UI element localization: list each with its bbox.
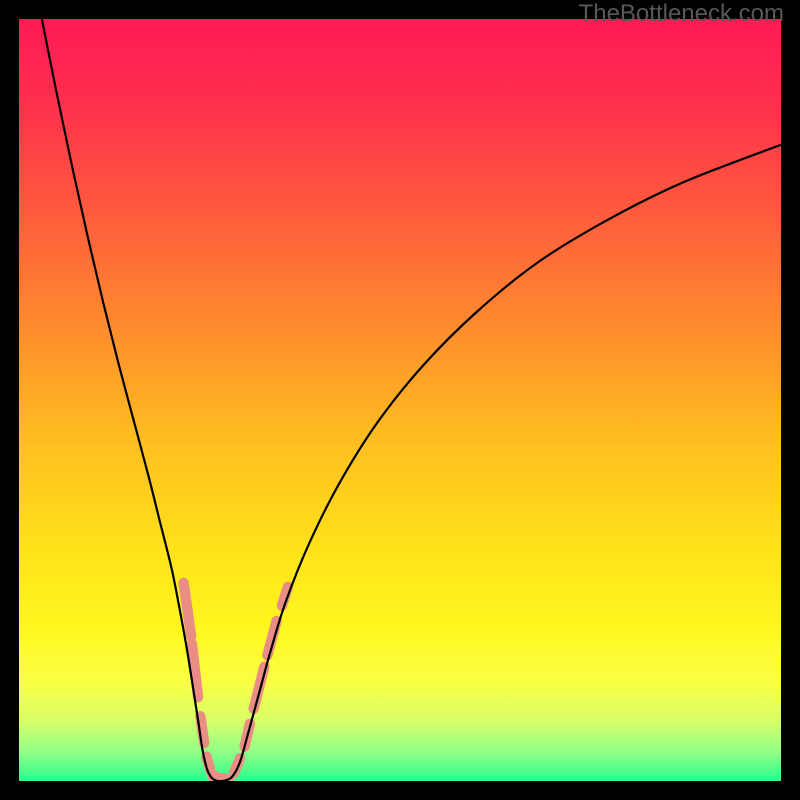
mark-capsule — [254, 667, 265, 709]
marks-group — [184, 583, 288, 780]
mark-capsule — [184, 583, 192, 636]
chart-root: TheBottleneck.com — [0, 0, 800, 800]
curve-left — [42, 19, 217, 781]
curve-overlay — [0, 0, 800, 800]
curve-right — [217, 145, 781, 781]
watermark-text: TheBottleneck.com — [579, 0, 784, 28]
